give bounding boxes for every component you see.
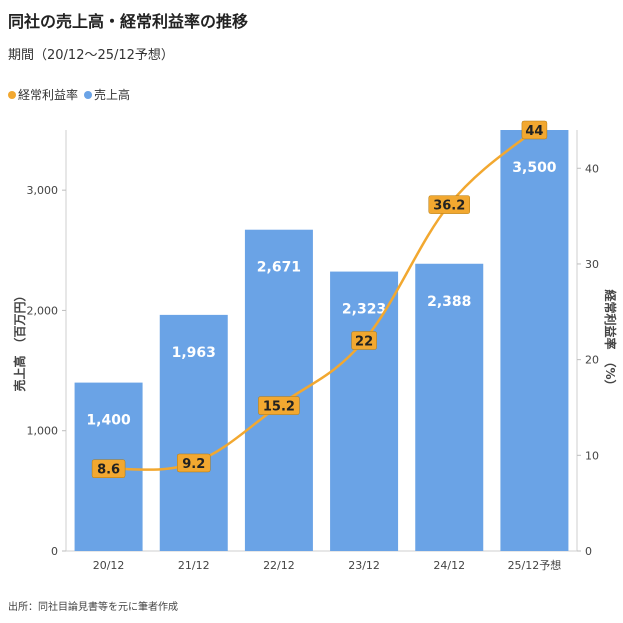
x-tick-label: 20/12 — [93, 559, 125, 572]
bar — [415, 263, 484, 551]
bar — [159, 314, 228, 551]
line-value-label: 15.2 — [263, 400, 295, 415]
line-value-label: 44 — [525, 124, 543, 139]
bar-value-label: 3,500 — [512, 160, 557, 176]
line-point-marker — [351, 331, 377, 350]
bar-value-label: 1,400 — [86, 413, 131, 429]
right-tick-label: 10 — [585, 449, 599, 462]
line-point-marker — [91, 459, 126, 478]
bar-value-label: 2,671 — [257, 260, 301, 276]
bar — [330, 271, 399, 551]
right-tick-label: 0 — [585, 545, 592, 558]
line-point-marker — [428, 195, 470, 214]
line-point-marker — [521, 120, 548, 140]
legend-label-line: 経常利益率 — [18, 88, 79, 102]
x-tick-label: 22/12 — [263, 559, 295, 572]
line-value-label: 9.2 — [182, 457, 205, 472]
right-tick-label: 30 — [585, 258, 599, 271]
line-point-marker — [258, 396, 300, 415]
line-value-label: 22 — [355, 335, 373, 350]
legend-item-line: 経常利益率 — [8, 86, 78, 103]
line-value-label: 8.6 — [97, 463, 120, 478]
bar-value-label: 2,388 — [427, 294, 471, 310]
legend-swatch-bar — [84, 90, 93, 99]
x-tick-label: 24/12 — [433, 559, 465, 572]
bar-value-label: 1,963 — [172, 345, 216, 361]
legend-label-bar: 売上高 — [94, 88, 131, 102]
right-axis-title: 経常利益率 （%） — [603, 289, 618, 391]
bar-value-label: 2,323 — [342, 302, 386, 318]
legend-item-bar: 売上高 — [84, 86, 130, 103]
legend-swatch-line — [8, 90, 16, 99]
source-note: 出所：同社目論見書等を元に筆者作成 — [8, 602, 178, 613]
x-tick-label: 21/12 — [178, 559, 210, 572]
left-tick-label: 0 — [51, 545, 58, 558]
chart-legend: 経常利益率 売上高 — [8, 86, 130, 103]
chart-title: 同社の売上高・経常利益率の推移 — [8, 12, 249, 31]
x-tick-label: 23/12 — [348, 559, 380, 572]
right-tick-label: 40 — [585, 162, 599, 175]
line-point-marker — [177, 453, 211, 473]
chart-subtitle: 期間（20/12〜25/12予想） — [8, 48, 174, 63]
x-tick-label: 25/12予想 — [508, 558, 562, 572]
left-axis-title: 売上高 （百万円） — [12, 289, 27, 391]
right-tick-label: 20 — [585, 354, 599, 367]
line-value-label: 36.2 — [433, 199, 465, 214]
left-tick-label: 2,000 — [27, 304, 59, 317]
bar — [500, 130, 569, 551]
left-tick-label: 1,000 — [27, 425, 59, 438]
left-tick-label: 3,000 — [27, 184, 59, 197]
